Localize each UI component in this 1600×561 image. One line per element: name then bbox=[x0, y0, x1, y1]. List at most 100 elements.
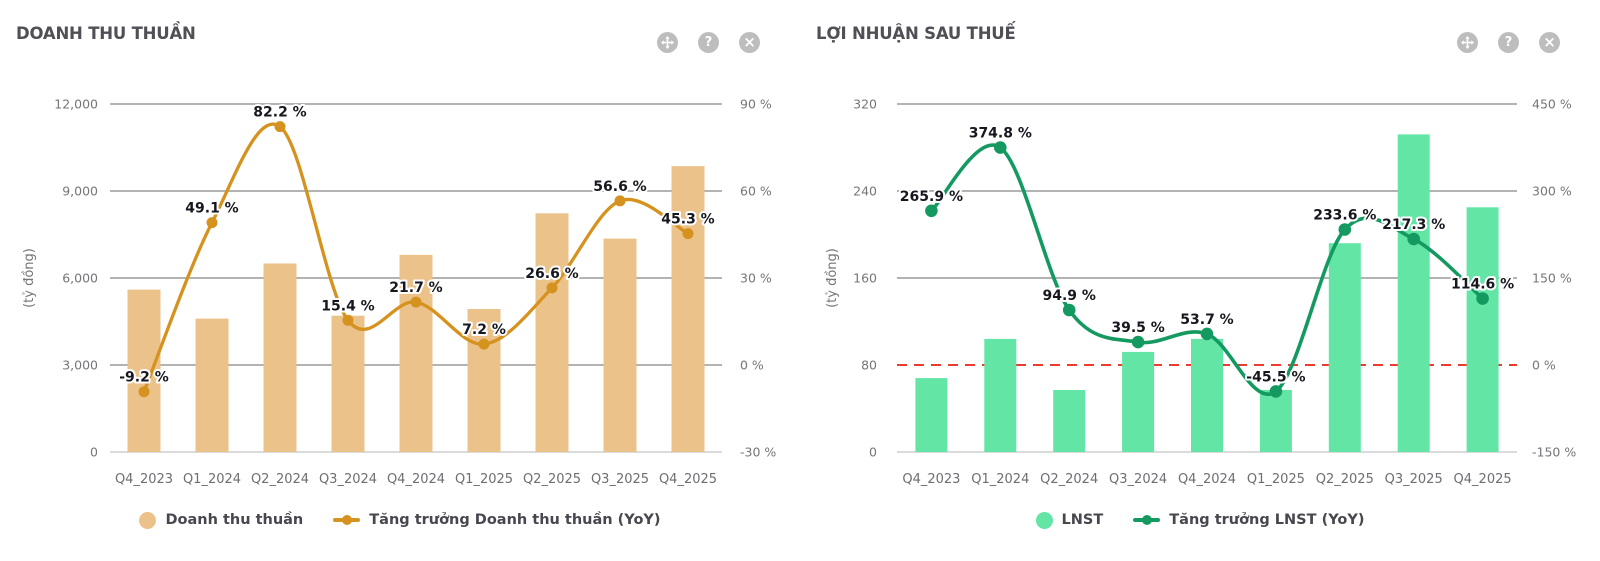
x-tick-Q2_2025: Q2_2025 bbox=[1316, 472, 1374, 487]
data-label-Q4_2023: 265.9 % bbox=[900, 189, 963, 205]
x-tick-Q3_2025: Q3_2025 bbox=[591, 472, 649, 487]
legend-item-line: Tăng trưởng LNST (YoY) bbox=[1133, 512, 1364, 528]
line-point-Q4_2025 bbox=[682, 228, 694, 240]
y-left-tick: 320 bbox=[853, 97, 877, 112]
bar-Q4_2023 bbox=[915, 378, 948, 452]
data-label-Q3_2024: 39.5 % bbox=[1111, 320, 1164, 336]
y-axis-unit-label: (tỷ đồng) bbox=[825, 248, 840, 308]
line-point-Q1_2025 bbox=[1269, 385, 1283, 398]
y-left-tick: 0 bbox=[869, 445, 877, 460]
x-tick-Q4_2023: Q4_2023 bbox=[902, 472, 960, 487]
bar-Q1_2024 bbox=[984, 338, 1017, 452]
profit-chart-panel: LỢI NHUẬN SAU THUẾ ? × 320 240 160 80 0 450 %… bbox=[800, 0, 1600, 561]
close-icon[interactable]: × bbox=[739, 32, 760, 53]
page-title: DOANH THU THUẦN bbox=[16, 24, 196, 43]
line-point-Q2_2024 bbox=[1062, 303, 1076, 317]
x-tick-Q2_2024: Q2_2024 bbox=[251, 472, 309, 487]
y-left-tick: 6,000 bbox=[62, 271, 98, 286]
bar-Q4_2023 bbox=[127, 289, 161, 452]
bar-Q4_2025 bbox=[671, 166, 705, 452]
data-label-Q4_2025: 45.3 % bbox=[661, 212, 714, 228]
line-point-Q3_2024 bbox=[342, 314, 354, 326]
legend-label: Doanh thu thuần bbox=[165, 512, 304, 528]
bar-Q3_2025 bbox=[603, 238, 637, 452]
line-point-Q2_2025 bbox=[1338, 223, 1352, 236]
x-tick-Q4_2025: Q4_2025 bbox=[1454, 472, 1512, 487]
bar-Q1_2024 bbox=[195, 318, 229, 452]
revenue-legend: Doanh thu thuần Tăng trưởng Doanh thu th… bbox=[0, 505, 800, 535]
bar-Q2_2025 bbox=[1328, 243, 1361, 452]
move-icon[interactable] bbox=[1457, 32, 1478, 53]
bar-Q2_2025 bbox=[535, 213, 569, 452]
line-point-Q3_2024 bbox=[1131, 335, 1145, 349]
y-right-tick: 450 % bbox=[1532, 97, 1572, 112]
data-label-Q1_2024: 374.8 % bbox=[969, 126, 1032, 142]
line-swatch bbox=[1133, 514, 1161, 525]
y-left-tick: 80 bbox=[861, 358, 877, 373]
panel-toolbar: ? × bbox=[657, 32, 760, 53]
data-label-Q4_2025: 114.6 % bbox=[1451, 277, 1514, 293]
help-icon[interactable]: ? bbox=[698, 32, 719, 53]
bar-swatch bbox=[1035, 511, 1053, 529]
line-point-Q1_2024 bbox=[206, 217, 218, 229]
line-point-Q3_2025 bbox=[1407, 232, 1420, 246]
y-right-tick: 300 % bbox=[1532, 184, 1572, 199]
line-point-Q4_2024 bbox=[1200, 327, 1214, 341]
revenue-chart-panel: DOANH THU THUẦN ? × 12,000 9,000 6,000 3,00… bbox=[0, 24, 800, 535]
legend-item-line: Tăng trưởng Doanh thu thuần (YoY) bbox=[333, 512, 661, 528]
data-label-Q4_2023: -9.2 % bbox=[119, 370, 169, 386]
bar-Q2_2024 bbox=[1053, 390, 1086, 452]
x-tick-Q3_2024: Q3_2024 bbox=[319, 472, 377, 487]
x-tick-Q3_2024: Q3_2024 bbox=[1109, 472, 1167, 487]
line-point-Q4_2023 bbox=[138, 386, 150, 398]
y-right-tick: 0 % bbox=[1532, 358, 1556, 373]
move-icon-glyph bbox=[661, 36, 674, 49]
x-tick-Q2_2024: Q2_2024 bbox=[1040, 472, 1098, 487]
page-title: LỢI NHUẬN SAU THUẾ bbox=[816, 24, 1016, 43]
legend-label: Tăng trưởng Doanh thu thuần (YoY) bbox=[369, 512, 661, 528]
y-right-tick: 0 % bbox=[740, 358, 764, 373]
legend-item-bar: Doanh thu thuần bbox=[139, 511, 304, 529]
line-swatch-dot bbox=[1141, 514, 1152, 525]
y-left-tick: 240 bbox=[853, 184, 877, 199]
bar-Q4_2025 bbox=[1466, 207, 1499, 452]
y-left-tick: 0 bbox=[90, 445, 98, 460]
line-point-Q2_2024 bbox=[274, 121, 286, 133]
x-tick-Q4_2023: Q4_2023 bbox=[115, 472, 173, 487]
legend-label: Tăng trưởng LNST (YoY) bbox=[1169, 512, 1365, 528]
growth-line bbox=[142, 122, 690, 394]
data-label-Q1_2024: 49.1 % bbox=[185, 201, 238, 217]
profit-chart-svg: 320 240 160 80 0 450 % 300 % 150 % 0 % -150 % (tỷ … bbox=[825, 97, 1576, 488]
y-right-tick: 90 % bbox=[740, 97, 772, 112]
data-label-Q3_2025: 56.6 % bbox=[593, 179, 646, 195]
bar-Q3_2025 bbox=[1397, 134, 1430, 452]
line-point-Q3_2025 bbox=[614, 195, 626, 207]
y-left-tick: 3,000 bbox=[62, 358, 98, 373]
close-icon[interactable]: × bbox=[1539, 32, 1560, 53]
move-icon[interactable] bbox=[657, 32, 678, 53]
bar-Q1_2025 bbox=[467, 309, 501, 452]
revenue-chart-svg: 12,000 9,000 6,000 3,000 0 90 % 60 % 30 % 0 % -30… bbox=[22, 97, 776, 488]
line-swatch-dot bbox=[341, 514, 352, 525]
data-label-Q4_2024: 53.7 % bbox=[1180, 312, 1233, 328]
y-right-tick: -150 % bbox=[1532, 445, 1576, 460]
line-point-Q4_2023 bbox=[925, 204, 938, 218]
y-right-tick: 60 % bbox=[740, 184, 772, 199]
help-icon[interactable]: ? bbox=[1498, 32, 1519, 53]
bar-Q2_2024 bbox=[263, 263, 297, 452]
line-point-Q4_2024 bbox=[410, 296, 422, 308]
bar-Q4_2024 bbox=[1191, 338, 1223, 452]
data-label-Q2_2025: 233.6 % bbox=[1313, 208, 1376, 224]
line-point-Q1_2025 bbox=[478, 338, 490, 350]
data-label-Q2_2024: 94.9 % bbox=[1042, 288, 1095, 304]
x-tick-Q2_2025: Q2_2025 bbox=[523, 472, 581, 487]
y-axis-unit-label: (tỷ đồng) bbox=[22, 248, 37, 308]
x-tick-Q1_2025: Q1_2025 bbox=[1247, 472, 1305, 487]
x-tick-Q3_2025: Q3_2025 bbox=[1385, 472, 1443, 487]
data-label-Q2_2025: 26.6 % bbox=[525, 266, 578, 282]
line-point-Q1_2024 bbox=[994, 141, 1007, 154]
y-left-tick: 12,000 bbox=[54, 97, 98, 112]
y-left-tick: 160 bbox=[853, 271, 877, 286]
y-right-tick: -30 % bbox=[740, 445, 776, 460]
data-label-Q1_2025: -45.5 % bbox=[1246, 369, 1305, 385]
